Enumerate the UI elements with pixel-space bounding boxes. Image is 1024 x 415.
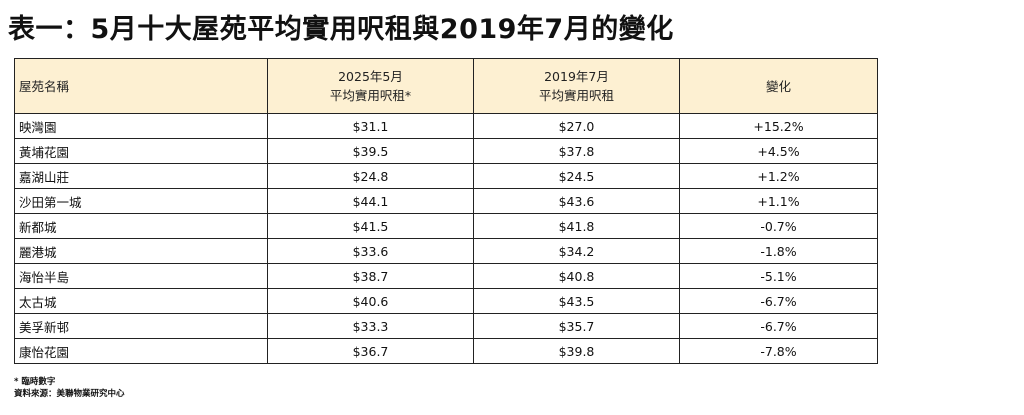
cell-rent-2019: $40.8 <box>473 263 680 289</box>
cell-rent-2025: $38.7 <box>267 263 474 289</box>
cell-rent-2019: $35.7 <box>473 313 680 339</box>
header-rent-2025-date: 2025年5月 <box>338 69 403 84</box>
table-body: 映灣園 $31.1 $27.0 +15.2% 黃埔花園 $39.5 $37.8 … <box>14 113 878 364</box>
cell-change: -6.7% <box>679 288 878 314</box>
cell-rent-2025: $36.7 <box>267 338 474 364</box>
cell-rent-2025: $40.6 <box>267 288 474 314</box>
table-row: 美孚新邨 $33.3 $35.7 -6.7% <box>14 313 878 339</box>
table-row: 嘉湖山莊 $24.8 $24.5 +1.2% <box>14 163 878 189</box>
cell-rent-2019: $43.6 <box>473 188 680 214</box>
cell-change: -0.7% <box>679 213 878 239</box>
table-row: 映灣園 $31.1 $27.0 +15.2% <box>14 113 878 139</box>
cell-estate-name: 太古城 <box>14 288 268 314</box>
table-row: 沙田第一城 $44.1 $43.6 +1.1% <box>14 188 878 214</box>
cell-rent-2025: $24.8 <box>267 163 474 189</box>
cell-change: -7.8% <box>679 338 878 364</box>
cell-change: -6.7% <box>679 313 878 339</box>
header-rent-2025-label: 平均實用呎租* <box>329 88 412 103</box>
cell-rent-2019: $27.0 <box>473 113 680 139</box>
cell-estate-name: 沙田第一城 <box>14 188 268 214</box>
cell-change: +1.1% <box>679 188 878 214</box>
cell-estate-name: 映灣園 <box>14 113 268 139</box>
header-rent-2025: 2025年5月 平均實用呎租* <box>267 58 474 114</box>
cell-rent-2019: $34.2 <box>473 238 680 264</box>
rent-comparison-table: 屋苑名稱 2025年5月 平均實用呎租* 2019年7月 平均實用呎租 變化 映… <box>14 58 878 364</box>
cell-estate-name: 美孚新邨 <box>14 313 268 339</box>
header-change: 變化 <box>679 58 878 114</box>
cell-rent-2025: $39.5 <box>267 138 474 164</box>
footnote-provisional: * 臨時數字 <box>14 377 56 387</box>
cell-rent-2025: $33.6 <box>267 238 474 264</box>
page-title: 表一：5月十大屋苑平均實用呎租與2019年7月的變化 <box>8 14 674 45</box>
table-row: 麗港城 $33.6 $34.2 -1.8% <box>14 238 878 264</box>
table-row: 海怡半島 $38.7 $40.8 -5.1% <box>14 263 878 289</box>
table-row: 太古城 $40.6 $43.5 -6.7% <box>14 288 878 314</box>
footnote-source: 資料來源：美聯物業研究中心 <box>14 389 125 399</box>
cell-rent-2019: $41.8 <box>473 213 680 239</box>
table-row: 黃埔花園 $39.5 $37.8 +4.5% <box>14 138 878 164</box>
cell-estate-name: 康怡花園 <box>14 338 268 364</box>
header-estate-name: 屋苑名稱 <box>14 58 268 114</box>
cell-rent-2025: $41.5 <box>267 213 474 239</box>
table-row: 康怡花園 $36.7 $39.8 -7.8% <box>14 338 878 364</box>
cell-estate-name: 新都城 <box>14 213 268 239</box>
cell-rent-2019: $39.8 <box>473 338 680 364</box>
cell-rent-2025: $33.3 <box>267 313 474 339</box>
header-rent-2019-date: 2019年7月 <box>544 69 609 84</box>
cell-rent-2019: $37.8 <box>473 138 680 164</box>
cell-rent-2019: $24.5 <box>473 163 680 189</box>
cell-change: +4.5% <box>679 138 878 164</box>
cell-estate-name: 海怡半島 <box>14 263 268 289</box>
cell-rent-2025: $44.1 <box>267 188 474 214</box>
cell-rent-2025: $31.1 <box>267 113 474 139</box>
table-row: 新都城 $41.5 $41.8 -0.7% <box>14 213 878 239</box>
cell-estate-name: 麗港城 <box>14 238 268 264</box>
cell-estate-name: 黃埔花園 <box>14 138 268 164</box>
header-rent-2019: 2019年7月 平均實用呎租 <box>473 58 680 114</box>
header-rent-2019-label: 平均實用呎租 <box>538 88 614 103</box>
cell-estate-name: 嘉湖山莊 <box>14 163 268 189</box>
cell-change: +15.2% <box>679 113 878 139</box>
cell-change: -5.1% <box>679 263 878 289</box>
cell-rent-2019: $43.5 <box>473 288 680 314</box>
cell-change: -1.8% <box>679 238 878 264</box>
cell-change: +1.2% <box>679 163 878 189</box>
table-header-row: 屋苑名稱 2025年5月 平均實用呎租* 2019年7月 平均實用呎租 變化 <box>14 58 878 114</box>
